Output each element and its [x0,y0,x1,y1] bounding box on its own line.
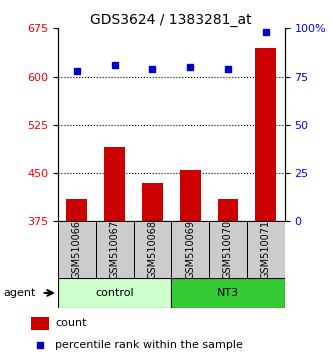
Text: count: count [55,319,87,329]
Bar [104,147,125,221]
FancyBboxPatch shape [58,278,171,308]
Text: GSM510068: GSM510068 [147,220,158,279]
Text: percentile rank within the sample: percentile rank within the sample [55,340,243,350]
FancyBboxPatch shape [171,278,285,308]
Text: GSM510070: GSM510070 [223,220,233,279]
Text: GSM510071: GSM510071 [261,220,271,279]
Bar [67,199,87,221]
Text: GSM510067: GSM510067 [110,220,119,279]
Bar [31,316,49,330]
Text: GSM510069: GSM510069 [185,220,195,279]
Text: GSM510066: GSM510066 [72,220,82,279]
FancyBboxPatch shape [96,221,133,278]
FancyBboxPatch shape [58,221,96,278]
Text: NT3: NT3 [217,288,239,298]
Bar [142,183,163,221]
Title: GDS3624 / 1383281_at: GDS3624 / 1383281_at [90,13,252,27]
FancyBboxPatch shape [247,221,285,278]
Text: control: control [95,288,134,298]
FancyBboxPatch shape [209,221,247,278]
FancyBboxPatch shape [133,221,171,278]
Bar [180,170,201,221]
Bar [256,47,276,221]
FancyBboxPatch shape [171,221,209,278]
Bar [217,199,238,221]
Text: agent: agent [3,288,35,298]
